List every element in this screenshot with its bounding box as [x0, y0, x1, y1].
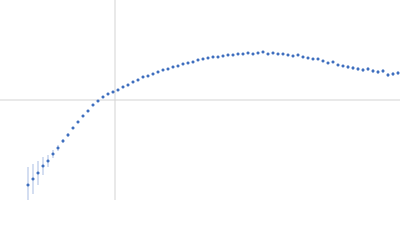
point	[286, 53, 290, 57]
point	[41, 164, 45, 168]
point	[181, 62, 185, 66]
point	[206, 56, 210, 60]
point	[56, 146, 60, 150]
point	[151, 72, 155, 76]
point	[51, 152, 55, 156]
point	[381, 69, 385, 73]
chart	[0, 0, 400, 200]
point	[166, 67, 170, 71]
point	[231, 53, 235, 57]
point	[106, 92, 110, 96]
point	[346, 65, 350, 69]
point	[191, 60, 195, 64]
point	[266, 52, 270, 56]
point	[321, 59, 325, 63]
point	[246, 51, 250, 55]
point	[46, 159, 50, 163]
point	[356, 67, 360, 71]
point	[131, 80, 135, 84]
point	[31, 177, 35, 181]
point	[236, 52, 240, 56]
point	[146, 74, 150, 78]
point	[211, 55, 215, 59]
point	[76, 120, 80, 124]
point	[226, 53, 230, 57]
point	[326, 61, 330, 65]
point	[196, 58, 200, 62]
point	[241, 52, 245, 56]
point	[351, 66, 355, 70]
point	[71, 126, 75, 130]
point	[271, 51, 275, 55]
point	[141, 75, 145, 79]
point	[331, 60, 335, 64]
point	[296, 53, 300, 57]
point	[121, 85, 125, 89]
point	[316, 57, 320, 61]
point	[216, 55, 220, 59]
point	[161, 68, 165, 72]
point	[61, 139, 65, 143]
point	[256, 51, 260, 55]
point	[66, 133, 70, 137]
point	[116, 88, 120, 92]
point	[26, 183, 30, 187]
point	[221, 54, 225, 58]
point	[96, 99, 100, 103]
point	[126, 83, 130, 87]
point	[396, 71, 400, 75]
point	[201, 57, 205, 61]
point	[311, 57, 315, 61]
point	[336, 63, 340, 67]
point	[386, 73, 390, 77]
point	[101, 95, 105, 99]
point	[91, 103, 95, 107]
point	[136, 78, 140, 82]
point	[291, 54, 295, 58]
point	[306, 56, 310, 60]
point	[391, 72, 395, 76]
point	[171, 65, 175, 69]
point	[341, 64, 345, 68]
point	[301, 55, 305, 59]
point	[186, 61, 190, 65]
point	[176, 64, 180, 68]
point	[36, 171, 40, 175]
point	[111, 90, 115, 94]
point	[366, 67, 370, 71]
point	[276, 52, 280, 56]
point	[156, 70, 160, 74]
point	[361, 68, 365, 72]
point	[251, 52, 255, 56]
point	[81, 114, 85, 118]
point	[261, 50, 265, 54]
point	[86, 109, 90, 113]
point	[281, 52, 285, 56]
point	[376, 70, 380, 74]
point	[371, 69, 375, 73]
